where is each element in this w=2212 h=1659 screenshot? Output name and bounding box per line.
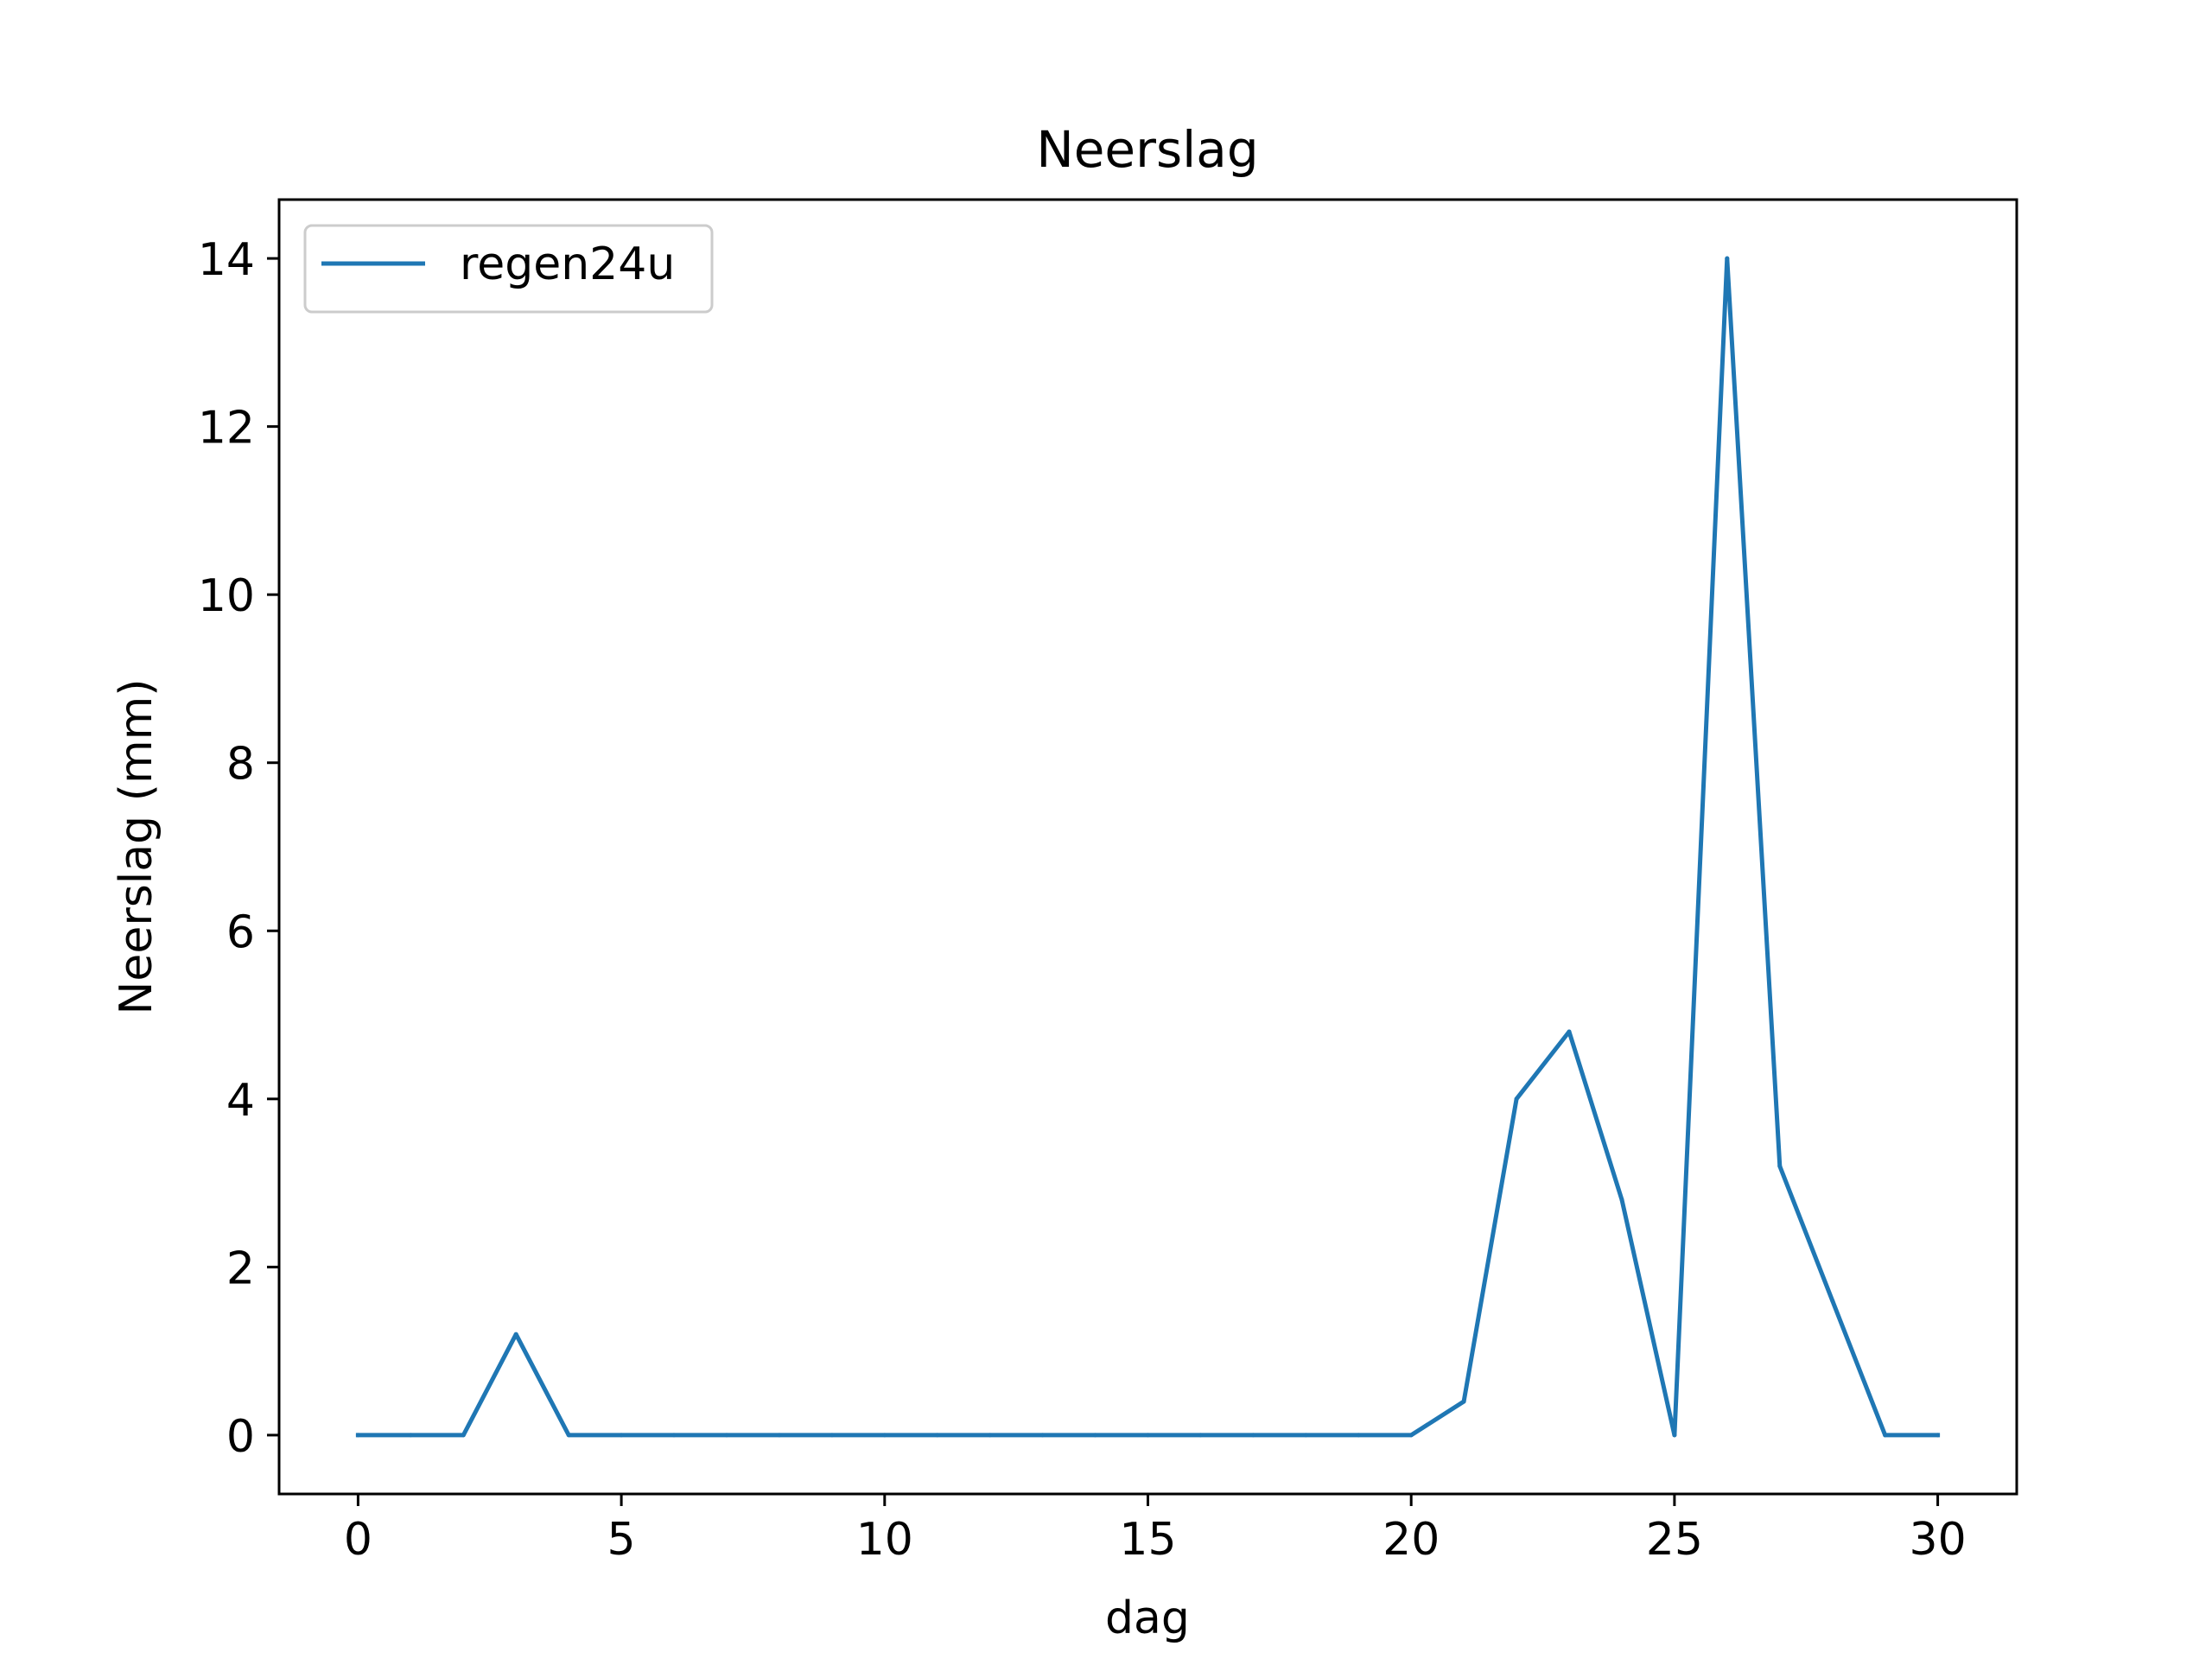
x-tick-label: 25 — [1646, 1514, 1703, 1566]
data-point — [408, 1433, 413, 1438]
y-tick-label: 0 — [226, 1411, 255, 1463]
y-tick-label: 14 — [198, 234, 255, 286]
y-tick-label: 8 — [226, 739, 255, 791]
data-point — [1725, 256, 1730, 261]
data-point — [1040, 1433, 1046, 1438]
x-tick-label: 20 — [1382, 1514, 1440, 1566]
data-point — [1619, 1198, 1624, 1202]
data-point — [1461, 1399, 1466, 1404]
x-tick-label: 30 — [1910, 1514, 1967, 1566]
data-point — [619, 1433, 624, 1438]
data-point — [882, 1433, 887, 1438]
y-axis-label: Neerslag (mm) — [111, 678, 162, 1014]
data-point — [566, 1433, 571, 1438]
data-point — [355, 1433, 360, 1438]
data-point — [1146, 1433, 1150, 1438]
y-tick-label: 2 — [226, 1243, 255, 1294]
data-point — [461, 1433, 466, 1438]
data-point — [1936, 1433, 1941, 1438]
data-point — [1093, 1433, 1098, 1438]
data-point — [1356, 1433, 1361, 1438]
data-point — [1672, 1433, 1677, 1438]
chart-title: Neerslag — [1036, 120, 1258, 179]
data-point — [830, 1433, 835, 1438]
data-point — [777, 1433, 782, 1438]
y-tick-label: 6 — [226, 906, 255, 958]
data-point — [724, 1433, 729, 1438]
data-point — [1408, 1433, 1414, 1438]
legend-label: regen24u — [460, 238, 675, 290]
x-tick-label: 10 — [856, 1514, 913, 1566]
y-axis-ticks: 0 2 4 6 8 10 12 14 — [198, 234, 279, 1463]
data-point — [988, 1433, 993, 1438]
x-axis-label: dag — [1105, 1592, 1190, 1644]
x-tick-label: 0 — [344, 1514, 372, 1566]
data-point — [1514, 1096, 1519, 1102]
data-point — [1830, 1298, 1835, 1303]
data-point — [1303, 1433, 1308, 1438]
data-point — [671, 1433, 677, 1438]
x-tick-label: 5 — [607, 1514, 636, 1566]
legend-box — [303, 224, 714, 314]
y-tick-label: 10 — [198, 570, 255, 622]
legend: regen24u — [303, 224, 714, 314]
data-point — [513, 1332, 518, 1337]
x-tick-label: 15 — [1119, 1514, 1176, 1566]
data-point — [1198, 1433, 1203, 1438]
data-point — [1567, 1029, 1572, 1034]
x-axis-ticks: 0 5 10 15 20 25 30 — [344, 1494, 1967, 1566]
y-tick-label: 4 — [226, 1075, 255, 1127]
data-point — [1883, 1433, 1888, 1438]
plot-area — [355, 256, 1941, 1438]
y-tick-label: 12 — [198, 403, 255, 454]
data-point — [1777, 1164, 1783, 1169]
data-point — [1250, 1433, 1255, 1438]
data-point — [935, 1433, 940, 1438]
